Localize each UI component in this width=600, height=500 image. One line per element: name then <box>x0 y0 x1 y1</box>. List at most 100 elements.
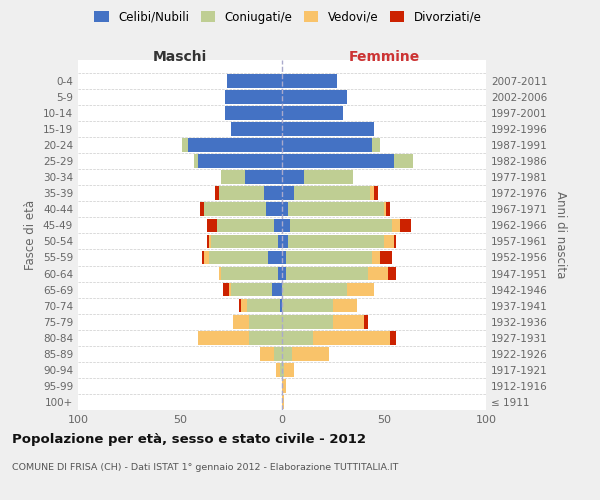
Bar <box>280 363 282 376</box>
Bar <box>239 299 241 312</box>
Bar <box>290 218 392 232</box>
Bar <box>313 331 390 344</box>
Bar <box>282 315 333 328</box>
Bar <box>205 202 266 216</box>
Y-axis label: Fasce di età: Fasce di età <box>25 200 37 270</box>
Bar <box>386 202 390 216</box>
Bar <box>229 283 231 296</box>
Bar <box>219 186 263 200</box>
Bar <box>282 154 394 168</box>
Bar <box>209 250 268 264</box>
Bar <box>372 250 380 264</box>
Bar <box>282 347 292 360</box>
Bar <box>282 283 347 296</box>
Bar <box>333 299 358 312</box>
Bar <box>280 299 282 312</box>
Bar <box>282 395 284 409</box>
Bar <box>219 266 221 280</box>
Bar <box>250 331 282 344</box>
Bar <box>241 299 247 312</box>
Bar <box>384 234 394 248</box>
Bar <box>278 234 282 248</box>
Text: Maschi: Maschi <box>153 50 207 64</box>
Bar <box>284 363 294 376</box>
Bar <box>217 218 274 232</box>
Bar <box>390 331 396 344</box>
Bar <box>182 138 188 152</box>
Bar <box>282 234 288 248</box>
Bar <box>200 202 205 216</box>
Bar <box>202 250 205 264</box>
Bar <box>282 363 284 376</box>
Bar <box>227 74 282 88</box>
Bar <box>288 202 384 216</box>
Bar <box>288 234 384 248</box>
Bar <box>206 218 217 232</box>
Bar <box>304 170 353 184</box>
Bar <box>205 250 209 264</box>
Bar <box>368 266 388 280</box>
Bar <box>364 315 368 328</box>
Bar <box>282 170 304 184</box>
Bar <box>215 186 219 200</box>
Bar <box>245 170 282 184</box>
Bar <box>372 138 380 152</box>
Text: COMUNE DI FRISA (CH) - Dati ISTAT 1° gennaio 2012 - Elaborazione TUTTITALIA.IT: COMUNE DI FRISA (CH) - Dati ISTAT 1° gen… <box>12 462 398 471</box>
Bar <box>188 138 282 152</box>
Bar <box>199 154 282 168</box>
Y-axis label: Anni di nascita: Anni di nascita <box>554 192 567 278</box>
Bar <box>282 250 286 264</box>
Bar <box>282 218 290 232</box>
Text: Popolazione per età, sesso e stato civile - 2012: Popolazione per età, sesso e stato civil… <box>12 432 366 446</box>
Bar <box>221 170 245 184</box>
Bar <box>266 202 282 216</box>
Bar <box>272 283 282 296</box>
Bar <box>282 90 347 104</box>
Bar <box>209 234 211 248</box>
Bar <box>282 299 333 312</box>
Bar <box>233 315 250 328</box>
Bar <box>274 347 282 360</box>
Bar <box>347 283 374 296</box>
Bar <box>274 218 282 232</box>
Bar <box>199 331 250 344</box>
Bar <box>282 266 286 280</box>
Bar <box>294 186 370 200</box>
Bar <box>394 234 396 248</box>
Bar <box>282 331 313 344</box>
Text: Femmine: Femmine <box>349 50 419 64</box>
Bar <box>263 186 282 200</box>
Bar <box>231 283 272 296</box>
Bar <box>225 106 282 120</box>
Bar <box>282 122 374 136</box>
Bar <box>282 202 288 216</box>
Bar <box>292 347 329 360</box>
Bar <box>286 250 372 264</box>
Bar <box>333 315 364 328</box>
Bar <box>231 122 282 136</box>
Bar <box>278 266 282 280</box>
Bar <box>392 218 400 232</box>
Bar <box>388 266 396 280</box>
Bar <box>276 363 280 376</box>
Bar <box>380 250 392 264</box>
Bar <box>260 347 274 360</box>
Bar <box>282 74 337 88</box>
Bar <box>250 315 282 328</box>
Bar <box>374 186 378 200</box>
Bar <box>282 106 343 120</box>
Legend: Celibi/Nubili, Coniugati/e, Vedovi/e, Divorziati/e: Celibi/Nubili, Coniugati/e, Vedovi/e, Di… <box>89 6 487 28</box>
Bar <box>282 186 294 200</box>
Bar <box>370 186 374 200</box>
Bar <box>221 266 278 280</box>
Bar <box>194 154 199 168</box>
Bar <box>268 250 282 264</box>
Bar <box>225 90 282 104</box>
Bar <box>384 202 386 216</box>
Bar <box>247 299 280 312</box>
Bar <box>400 218 410 232</box>
Bar <box>223 283 229 296</box>
Bar <box>286 266 368 280</box>
Bar <box>394 154 413 168</box>
Bar <box>282 138 372 152</box>
